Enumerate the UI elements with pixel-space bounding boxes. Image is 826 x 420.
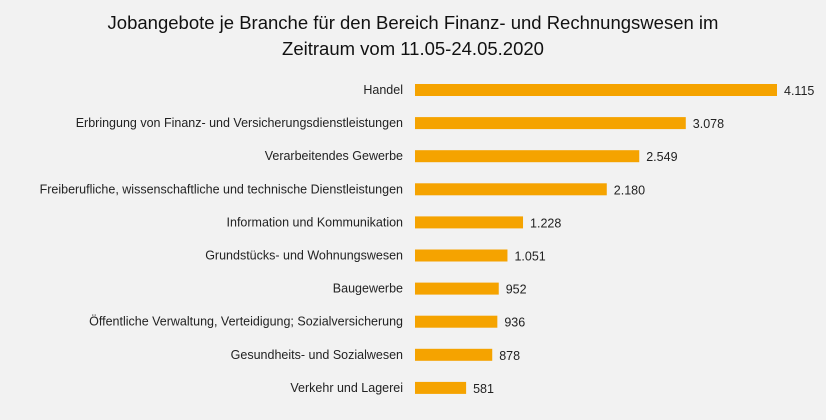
category-label: Öffentliche Verwaltung, Verteidigung; So… [89,315,403,329]
chart-title: Jobangebote je Branche für den Bereich F… [0,10,826,62]
value-label: 1.228 [530,216,561,230]
category-label: Verkehr und Lagerei [290,381,403,395]
category-label: Gesundheits- und Sozialwesen [231,348,403,362]
category-label: Erbringung von Finanz- und Versicherungs… [76,116,403,130]
bar [415,249,508,262]
value-label: 952 [506,283,527,297]
category-label: Freiberufliche, wissenschaftliche und te… [40,182,403,196]
category-label: Handel [363,83,403,97]
value-label: 581 [473,382,494,396]
bar [415,381,467,394]
category-label: Information und Kommunikation [227,215,404,229]
bar [415,183,607,196]
value-label: 4.115 [784,84,814,98]
value-label: 2.549 [646,150,677,164]
bar [415,282,499,295]
category-label: Grundstücks- und Wohnungswesen [205,249,403,263]
bar [415,348,493,361]
value-label: 3.078 [693,117,724,131]
bar [415,117,686,130]
value-label: 2.180 [614,183,645,197]
bar [415,150,640,163]
value-label: 936 [504,316,525,330]
value-label: 1.051 [514,250,545,264]
bar [415,84,777,96]
category-label: Verarbeitendes Gewerbe [265,149,403,163]
bar [415,315,498,328]
chart-title-line-2: Zeitraum vom 11.05-24.05.2020 [282,38,544,59]
value-label: 878 [499,349,520,363]
bar [415,216,524,229]
category-label: Baugewerbe [333,282,403,296]
chart-title-line-1: Jobangebote je Branche für den Bereich F… [107,12,719,33]
